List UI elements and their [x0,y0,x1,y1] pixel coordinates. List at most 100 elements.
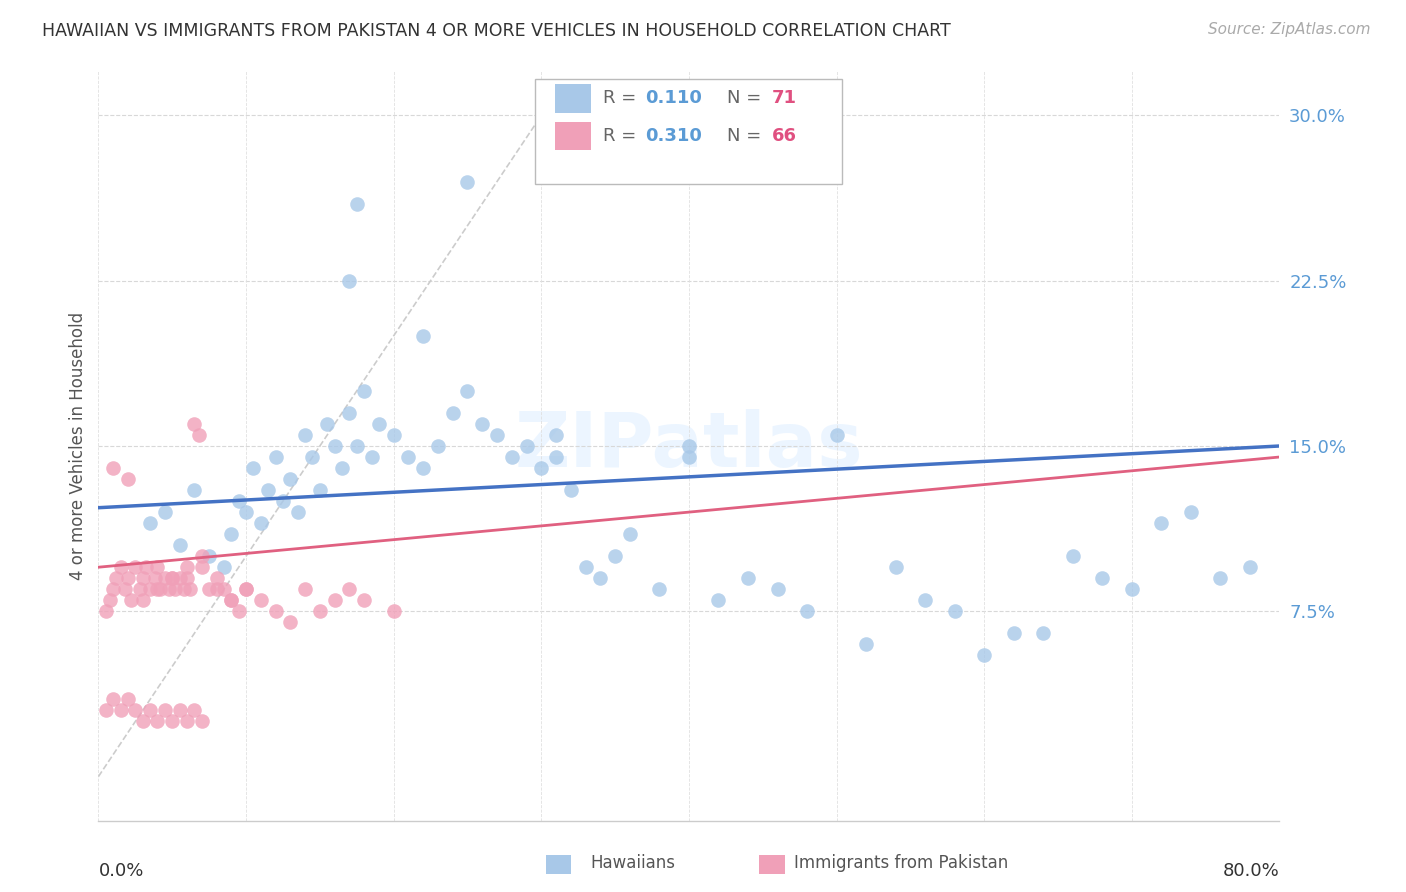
Text: Source: ZipAtlas.com: Source: ZipAtlas.com [1208,22,1371,37]
Point [973,648,995,663]
Point [382,604,405,618]
Point [103,692,125,706]
Point [412,461,434,475]
Point [103,582,125,597]
Point [205,571,228,585]
Point [471,417,494,431]
Point [316,417,339,431]
Point [766,582,789,597]
Point [1150,516,1173,530]
Point [457,175,479,189]
Point [212,560,235,574]
Point [441,406,464,420]
Point [169,571,191,585]
Point [143,571,166,585]
Point [146,582,169,597]
Point [346,439,368,453]
Point [183,417,205,431]
Point [117,692,139,706]
Text: 80.0%: 80.0% [1223,862,1279,880]
Point [1002,626,1025,640]
Point [235,505,257,519]
Point [1239,560,1261,574]
FancyBboxPatch shape [555,121,591,150]
Text: R =: R = [603,89,641,107]
Point [124,560,146,574]
Point [368,417,391,431]
Point [353,384,375,398]
Point [560,483,582,497]
Point [884,560,907,574]
Point [339,406,361,420]
Point [427,439,450,453]
Point [173,582,195,597]
Point [855,637,877,651]
Text: 0.110: 0.110 [645,89,702,107]
Point [501,450,523,464]
Point [120,593,142,607]
Point [198,582,221,597]
Point [221,593,243,607]
Point [257,483,280,497]
Text: 71: 71 [772,89,797,107]
Point [914,593,936,607]
Point [149,582,172,597]
FancyBboxPatch shape [555,84,591,112]
Point [825,428,848,442]
Point [530,461,553,475]
Point [250,593,273,607]
Point [1180,505,1202,519]
Point [1121,582,1143,597]
Point [353,593,375,607]
Text: 0.310: 0.310 [645,127,702,145]
Point [301,450,323,464]
Point [346,196,368,211]
Point [191,549,214,564]
Point [128,582,150,597]
Point [212,582,235,597]
Point [179,582,201,597]
Point [157,582,180,597]
Point [398,450,420,464]
Point [707,593,730,607]
Point [280,615,302,630]
Text: Hawaiians: Hawaiians [591,855,675,872]
Point [242,461,264,475]
Point [146,714,169,729]
Point [678,439,700,453]
Point [169,538,191,552]
Point [330,461,353,475]
Point [457,384,479,398]
Point [280,472,302,486]
Point [103,461,125,475]
Point [796,604,818,618]
Text: ZIPatlas: ZIPatlas [515,409,863,483]
Point [176,571,198,585]
FancyBboxPatch shape [536,78,842,184]
Point [139,516,162,530]
Point [98,593,121,607]
Point [943,604,966,618]
Point [117,472,139,486]
Point [110,560,132,574]
Point [153,571,176,585]
Text: N =: N = [727,89,766,107]
Point [412,328,434,343]
Point [323,593,346,607]
Point [162,571,183,585]
Point [309,483,332,497]
Point [165,582,187,597]
Point [309,604,332,618]
Point [139,582,162,597]
Point [153,505,176,519]
Point [117,571,139,585]
Point [1062,549,1084,564]
Text: 0.0%: 0.0% [98,862,143,880]
Point [132,571,155,585]
Point [516,439,538,453]
Point [323,439,346,453]
Point [146,560,169,574]
Point [221,527,243,541]
Point [169,703,191,717]
Point [235,582,257,597]
